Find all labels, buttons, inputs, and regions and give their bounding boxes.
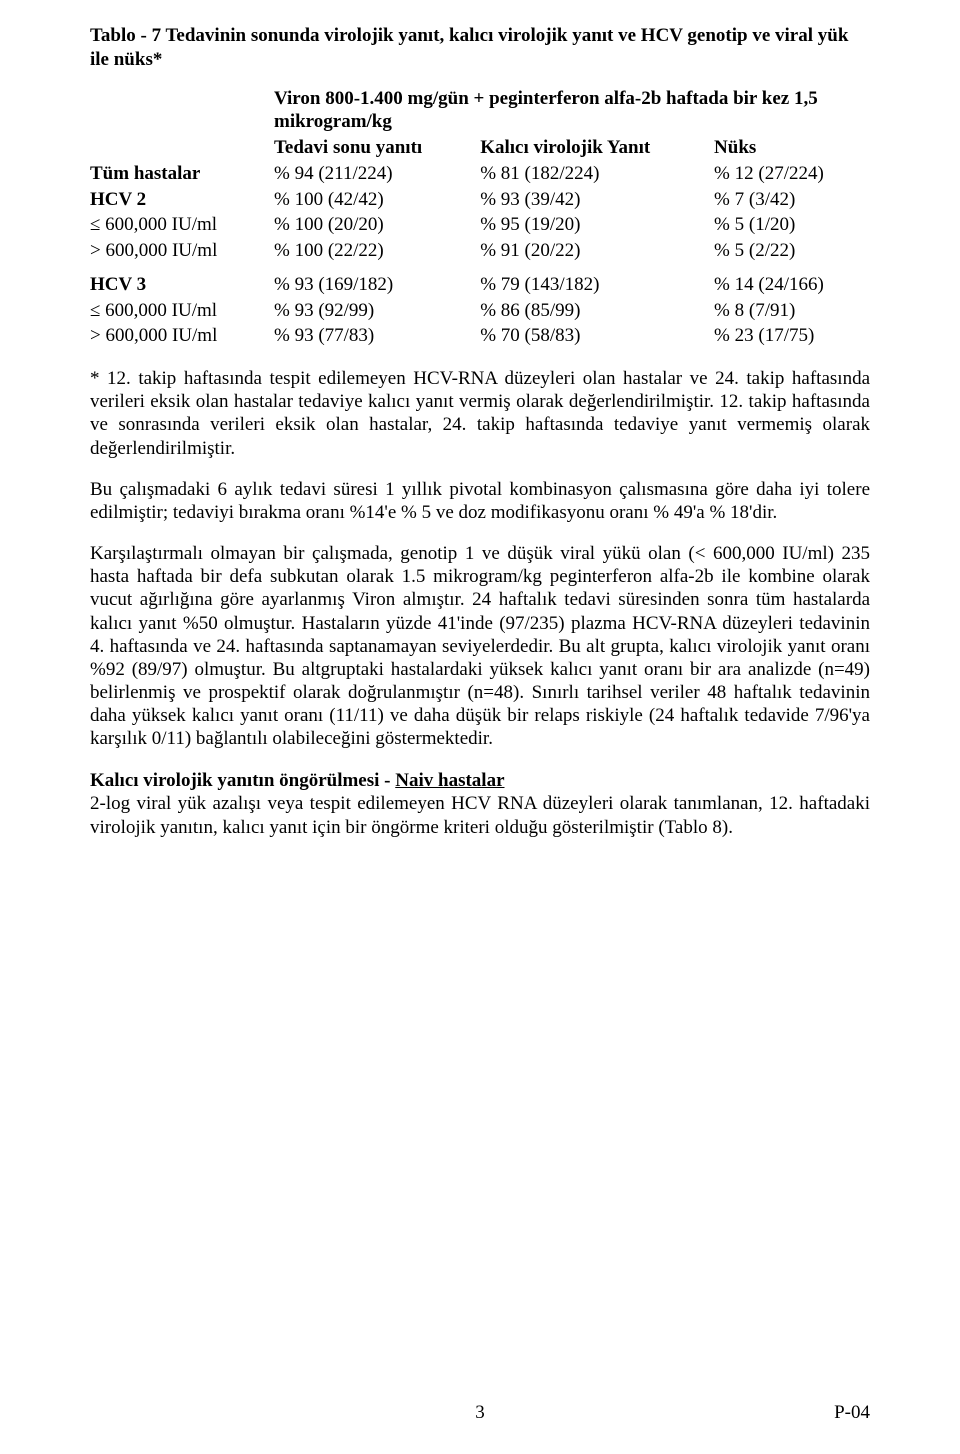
table-row: ≤ 600,000 IU/ml % 100 (20/20) % 95 (19/2… bbox=[90, 212, 870, 238]
section-heading-underline: Naiv hastalar bbox=[395, 770, 504, 791]
row-label: > 600,000 IU/ml bbox=[90, 238, 274, 264]
row-label: ≤ 600,000 IU/ml bbox=[90, 212, 274, 238]
cell: % 93 (77/83) bbox=[274, 323, 480, 349]
cell: % 91 (20/22) bbox=[480, 238, 714, 264]
paragraph-footnote: * 12. takip haftasında tespit edilemeyen… bbox=[90, 367, 870, 460]
row-label: Tüm hastalar bbox=[90, 161, 274, 187]
cell: % 12 (27/224) bbox=[714, 161, 870, 187]
cell: % 93 (169/182) bbox=[274, 272, 480, 298]
cell: % 23 (17/75) bbox=[714, 323, 870, 349]
table-header-span: Viron 800-1.400 mg/gün + peginterferon a… bbox=[274, 86, 870, 136]
cell: % 93 (39/42) bbox=[480, 187, 714, 213]
cell: % 79 (143/182) bbox=[480, 272, 714, 298]
page-code: P-04 bbox=[834, 1402, 870, 1424]
cell: % 14 (24/166) bbox=[714, 272, 870, 298]
col-header-1: Tedavi sonu yanıtı bbox=[274, 135, 480, 161]
table-row: HCV 2 % 100 (42/42) % 93 (39/42) % 7 (3/… bbox=[90, 187, 870, 213]
cell: % 94 (211/224) bbox=[274, 161, 480, 187]
cell: % 7 (3/42) bbox=[714, 187, 870, 213]
page-number: 3 bbox=[475, 1402, 485, 1423]
data-table: Viron 800-1.400 mg/gün + peginterferon a… bbox=[90, 86, 870, 350]
paragraph: Bu çalışmadaki 6 aylık tedavi süresi 1 y… bbox=[90, 478, 870, 524]
section-body: 2-log viral yük azalışı veya tespit edil… bbox=[90, 792, 870, 838]
table-row: > 600,000 IU/ml % 93 (77/83) % 70 (58/83… bbox=[90, 323, 870, 349]
table-header-row: Tedavi sonu yanıtı Kalıcı virolojik Yanı… bbox=[90, 135, 870, 161]
cell: % 93 (92/99) bbox=[274, 298, 480, 324]
section-heading-plain: Kalıcı virolojik yanıtın öngörülmesi - bbox=[90, 770, 395, 791]
page: Tablo - 7 Tedavinin sonunda virolojik ya… bbox=[0, 0, 960, 1454]
cell: % 100 (22/22) bbox=[274, 238, 480, 264]
cell: % 5 (2/22) bbox=[714, 238, 870, 264]
cell: % 100 (20/20) bbox=[274, 212, 480, 238]
cell: % 100 (42/42) bbox=[274, 187, 480, 213]
table-row: HCV 3 % 93 (169/182) % 79 (143/182) % 14… bbox=[90, 272, 870, 298]
cell: % 81 (182/224) bbox=[480, 161, 714, 187]
row-label: HCV 3 bbox=[90, 272, 274, 298]
cell: % 5 (1/20) bbox=[714, 212, 870, 238]
row-label: HCV 2 bbox=[90, 187, 274, 213]
table-row: Tüm hastalar % 94 (211/224) % 81 (182/22… bbox=[90, 161, 870, 187]
col-header-2: Kalıcı virolojik Yanıt bbox=[480, 135, 714, 161]
table-row: > 600,000 IU/ml % 100 (22/22) % 91 (20/2… bbox=[90, 238, 870, 264]
table-title: Tablo - 7 Tedavinin sonunda virolojik ya… bbox=[90, 24, 870, 72]
table-gap bbox=[90, 264, 870, 272]
cell: % 86 (85/99) bbox=[480, 298, 714, 324]
table-row: ≤ 600,000 IU/ml % 93 (92/99) % 86 (85/99… bbox=[90, 298, 870, 324]
row-label: ≤ 600,000 IU/ml bbox=[90, 298, 274, 324]
cell: % 8 (7/91) bbox=[714, 298, 870, 324]
cell: % 70 (58/83) bbox=[480, 323, 714, 349]
row-label: > 600,000 IU/ml bbox=[90, 323, 274, 349]
cell: % 95 (19/20) bbox=[480, 212, 714, 238]
section-heading: Kalıcı virolojik yanıtın öngörülmesi - N… bbox=[90, 769, 870, 793]
col-header-3: Nüks bbox=[714, 135, 870, 161]
table-header-span-row: Viron 800-1.400 mg/gün + peginterferon a… bbox=[90, 86, 870, 136]
paragraph: Karşılaştırmalı olmayan bir çalışmada, g… bbox=[90, 542, 870, 751]
page-footer: 3 P-04 bbox=[0, 1402, 960, 1424]
